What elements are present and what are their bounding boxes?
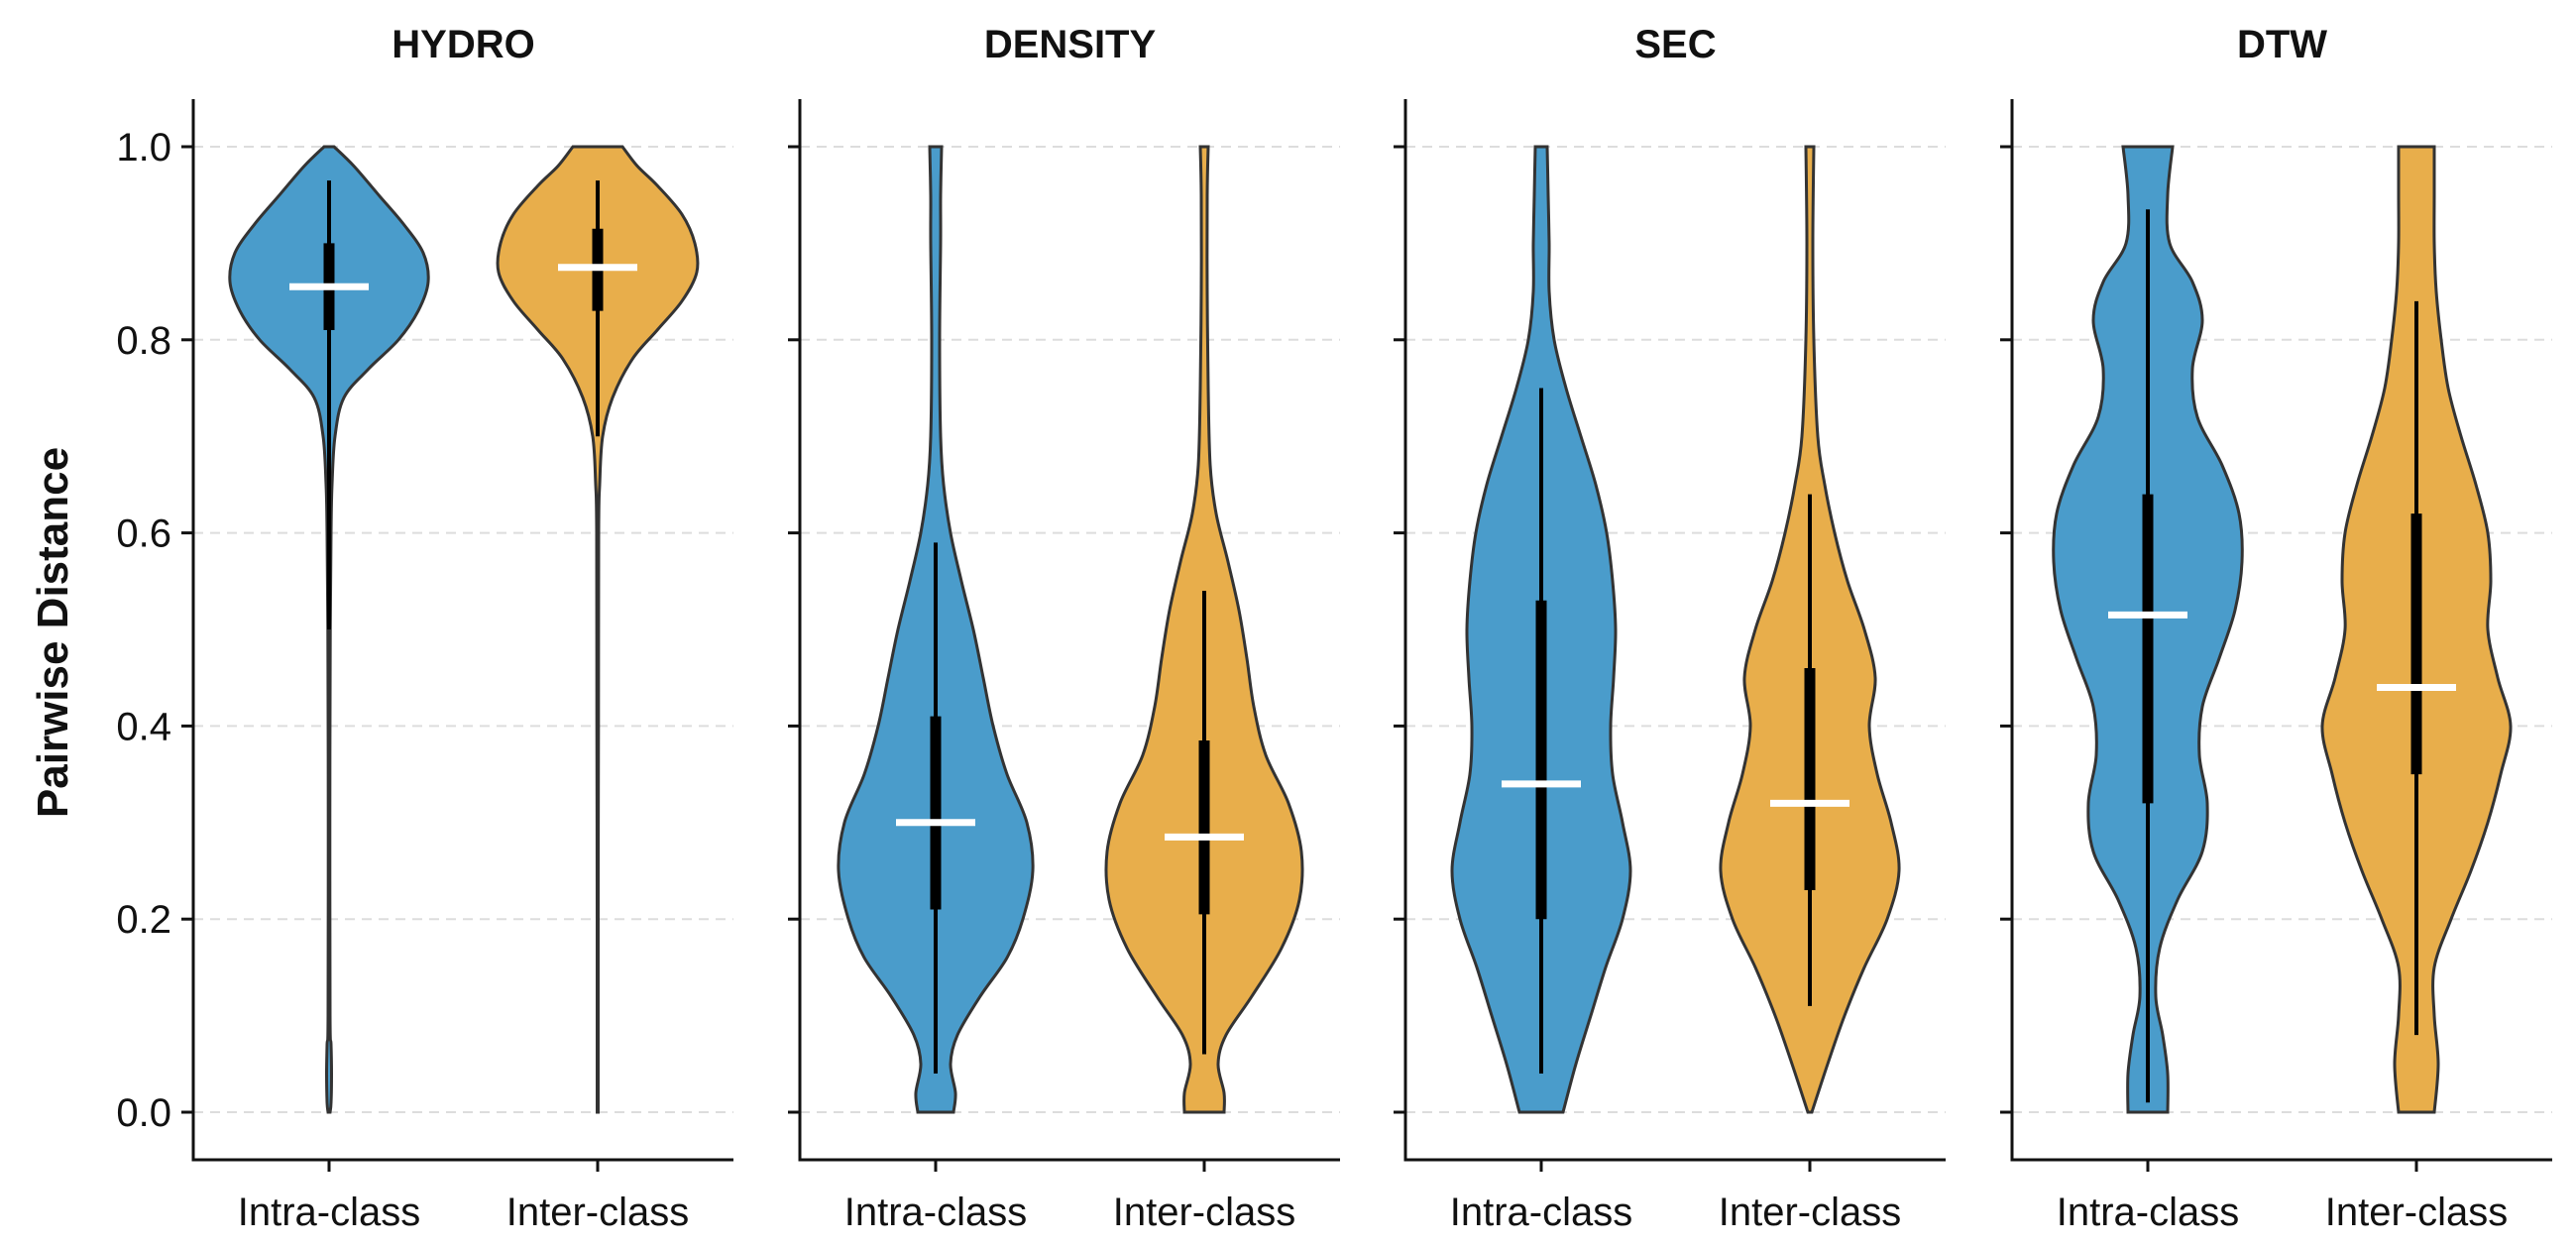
y-tick-label: 0.4 [116, 705, 171, 748]
x-tick-label: Intra-class [238, 1191, 421, 1234]
panel-hydro: HYDRO Intra-class Inter-class 0.0 0.2 0.4 0.6 0… [116, 23, 733, 1234]
y-tick-label: 0.8 [116, 319, 171, 363]
violin-inter-class [496, 145, 700, 1114]
panel-title: HYDRO [392, 23, 534, 66]
y-tick-label: 0.6 [116, 512, 171, 556]
panel-sec: SEC Intra-class Inter-class [1394, 23, 1946, 1234]
panel-density: DENSITY Intra-class Inter-class [788, 23, 1340, 1234]
panels-group: HYDRO Intra-class Inter-class 0.0 0.2 0.4 0.6 0… [116, 23, 2552, 1234]
panel-title: DTW [2237, 23, 2327, 66]
y-tick-label: 1.0 [116, 126, 171, 170]
x-tick-label: Intra-class [844, 1191, 1028, 1234]
x-tick-label: Inter-class [2325, 1191, 2509, 1234]
panel-title: SEC [1634, 23, 1716, 66]
y-axis-label: Pairwise Distance [29, 447, 77, 818]
x-tick-label: Inter-class [1113, 1191, 1296, 1234]
x-tick-label: Inter-class [506, 1191, 690, 1234]
y-tick-label: 0.0 [116, 1091, 171, 1135]
x-tick-label: Intra-class [1450, 1191, 1633, 1234]
panel-dtw: DTW Intra-class Inter-class [2000, 23, 2552, 1234]
x-tick-label: Intra-class [2057, 1191, 2240, 1234]
y-tick-label: 0.2 [116, 898, 171, 942]
x-tick-label: Inter-class [1719, 1191, 1902, 1234]
panel-title: DENSITY [984, 23, 1157, 66]
